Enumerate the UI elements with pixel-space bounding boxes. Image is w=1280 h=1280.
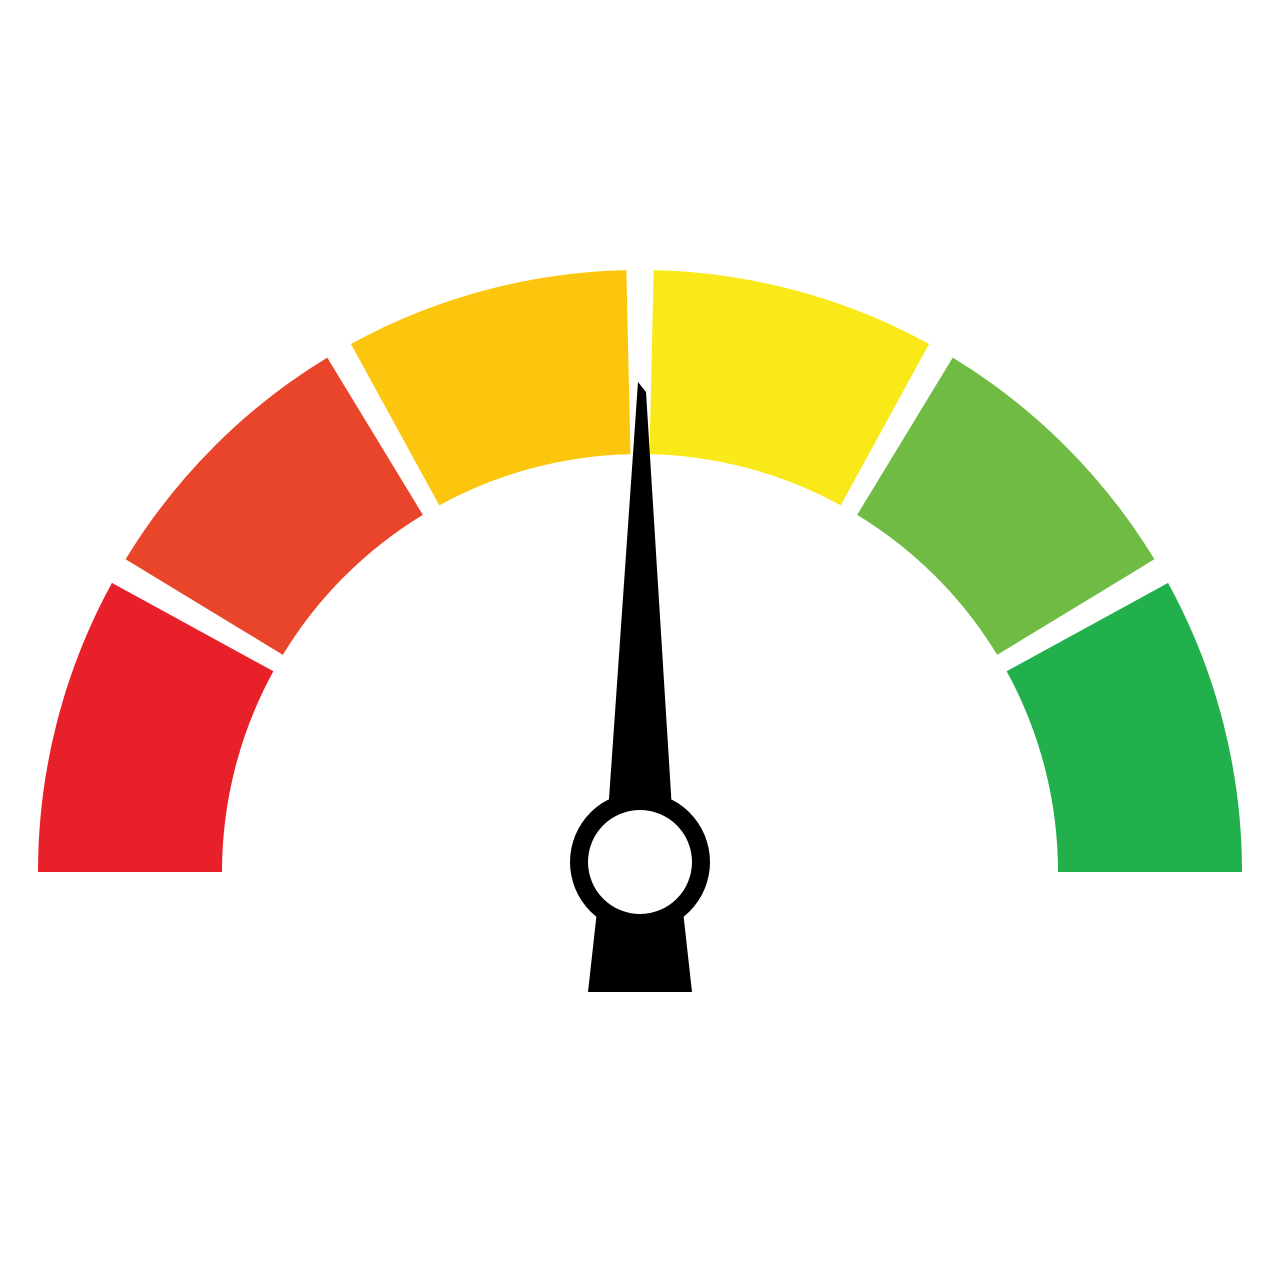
- gauge-segments: [38, 270, 1242, 872]
- gauge-segment-6: [1006, 582, 1242, 872]
- needle: [570, 382, 710, 992]
- gauge-segment-2: [125, 357, 423, 655]
- gauge-segment-1: [38, 582, 274, 872]
- gauge-segment-4: [649, 270, 930, 506]
- needle-hub-hole: [588, 810, 692, 914]
- gauge-segment-5: [857, 357, 1155, 655]
- needle-pointer: [606, 382, 674, 842]
- gauge-segment-3: [350, 270, 631, 506]
